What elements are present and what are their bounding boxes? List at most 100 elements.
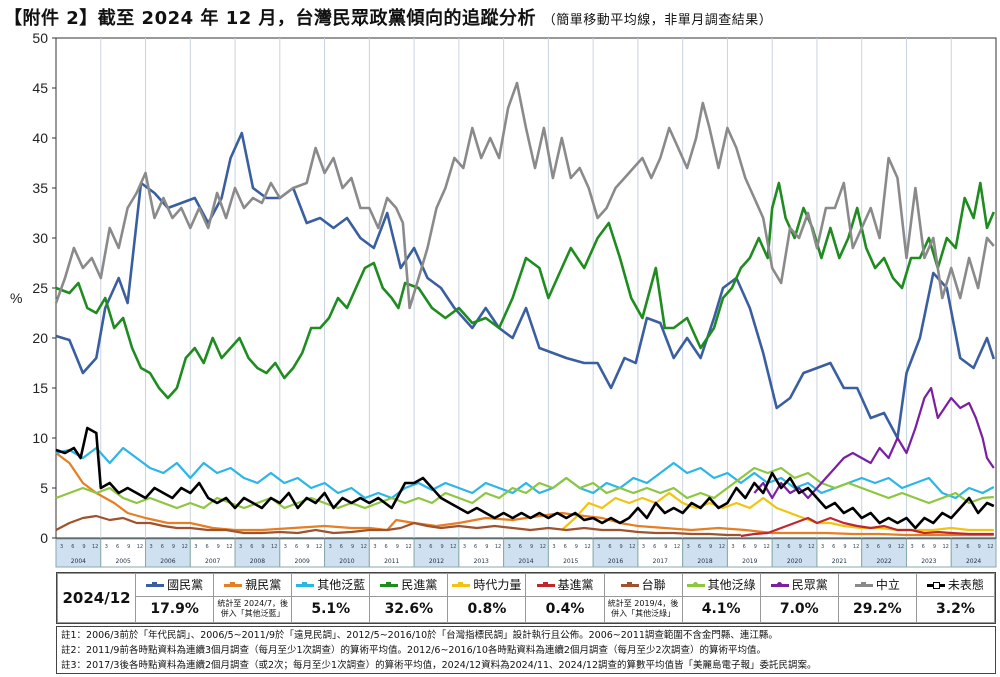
month-tick-label: 3 xyxy=(955,544,958,550)
month-tick-label: 12 xyxy=(719,544,725,550)
year-band xyxy=(682,538,728,568)
y-tick-label: 5 xyxy=(40,480,48,496)
legend-marker xyxy=(458,582,464,588)
year-label: 2005 xyxy=(116,558,131,565)
month-tick-label: 9 xyxy=(306,544,309,550)
month-tick-label: 12 xyxy=(808,544,814,550)
legend-value: 7.0% xyxy=(759,595,839,624)
month-tick-label: 9 xyxy=(754,544,757,550)
month-tick-label: 6 xyxy=(161,544,164,550)
legend-value: 29.2% xyxy=(837,595,917,624)
legend-series-name: 其他泛藍 xyxy=(317,578,366,593)
series-line-親民黨 xyxy=(55,452,994,537)
month-tick-label: 6 xyxy=(832,544,835,550)
legend-entry: 中立 xyxy=(837,573,917,597)
chart-title: 【附件 2】截至 2024 年 12 月，台灣民眾政黨傾向的追蹤分析 （簡單移動… xyxy=(4,4,996,34)
year-band xyxy=(637,538,684,568)
year-label: 2009 xyxy=(295,558,310,565)
y-tick-label: 35 xyxy=(32,180,48,196)
month-tick-label: 9 xyxy=(440,544,443,550)
year-label: 2015 xyxy=(563,558,578,565)
footnote-1: 註1：2006/3前於「年代民調」、2006/5~2011/9於「遠見民調」、2… xyxy=(61,630,778,641)
legend-table: 2024/12 國民黨 親民黨 其他泛藍 民進黨 時代力量 基進黨 台聯 其他泛綠 民眾黨 中立 未… xyxy=(56,572,996,624)
legend-swatch xyxy=(224,582,243,588)
month-tick-label: 6 xyxy=(698,544,701,550)
month-tick-label: 12 xyxy=(271,544,277,550)
month-tick-label: 9 xyxy=(82,544,85,550)
month-tick-label: 3 xyxy=(150,544,153,550)
month-tick-label: 12 xyxy=(450,544,456,550)
legend-swatch xyxy=(536,582,555,588)
legend-marker xyxy=(386,582,392,588)
legend-value: 17.9% xyxy=(135,595,215,624)
year-band xyxy=(950,538,997,568)
year-label: 2019 xyxy=(742,558,757,565)
month-tick-label: 9 xyxy=(172,544,175,550)
legend-series-name: 時代力量 xyxy=(473,578,522,593)
month-tick-label: 9 xyxy=(843,544,846,550)
month-tick-label: 9 xyxy=(620,544,623,550)
month-tick-label: 6 xyxy=(519,544,522,550)
legend-swatch xyxy=(146,582,165,588)
legend-marker xyxy=(626,582,632,588)
legend-marker xyxy=(692,582,698,588)
y-tick-label: 10 xyxy=(32,430,48,446)
year-label: 2011 xyxy=(384,558,399,565)
legend-value: 3.2% xyxy=(915,595,996,624)
year-label: 2022 xyxy=(876,558,891,565)
month-tick-label: 6 xyxy=(564,544,567,550)
month-tick-label: 12 xyxy=(942,544,948,550)
month-tick-label: 12 xyxy=(629,544,635,550)
month-tick-label: 12 xyxy=(405,544,411,550)
month-tick-label: 3 xyxy=(552,544,555,550)
month-tick-label: 6 xyxy=(71,544,74,550)
y-tick-label: 25 xyxy=(32,280,48,296)
year-band xyxy=(905,538,952,568)
year-label: 2004 xyxy=(71,558,86,565)
month-tick-label: 6 xyxy=(743,544,746,550)
legend-value: 32.6% xyxy=(369,595,449,624)
year-label: 2010 xyxy=(339,558,354,565)
month-tick-label: 12 xyxy=(853,544,859,550)
month-tick-label: 9 xyxy=(261,544,264,550)
month-tick-label: 6 xyxy=(474,544,477,550)
month-tick-label: 12 xyxy=(226,544,232,550)
month-tick-label: 12 xyxy=(92,544,98,550)
month-tick-label: 6 xyxy=(608,544,611,550)
footnote-3: 註3：2017/3後各時點資料為連續2個月調查（或2次；每月至少1次調查）的算術… xyxy=(61,660,817,671)
year-label: 2012 xyxy=(429,558,444,565)
month-tick-label: 9 xyxy=(485,544,488,550)
legend-series-name: 國民黨 xyxy=(167,578,204,593)
y-tick-label: 15 xyxy=(32,380,48,396)
month-tick-label: 9 xyxy=(351,544,354,550)
month-tick-label: 6 xyxy=(340,544,343,550)
month-tick-label: 6 xyxy=(877,544,880,550)
legend-entry: 其他泛藍 xyxy=(291,573,371,597)
month-tick-label: 12 xyxy=(540,544,546,550)
series-line-未表態 xyxy=(55,426,995,530)
series-line-民進黨 xyxy=(55,181,995,400)
month-tick-label: 9 xyxy=(888,544,891,550)
legend-series-name: 民進黨 xyxy=(401,578,438,593)
month-tick-label: 9 xyxy=(396,544,399,550)
legend-entry: 民進黨 xyxy=(369,573,449,597)
month-tick-label: 3 xyxy=(642,544,645,550)
month-tick-label: 3 xyxy=(194,544,197,550)
legend-marker xyxy=(230,582,236,588)
legend-entry: 未表態 xyxy=(915,573,996,597)
month-tick-label: 12 xyxy=(361,544,367,550)
legend-marker xyxy=(542,582,548,588)
legend-value: 4.1% xyxy=(681,595,761,624)
legend-note: 統計至 2019/4，後併入「其他泛綠」 xyxy=(603,595,683,624)
legend-entry: 其他泛綠 xyxy=(681,573,761,597)
year-band xyxy=(189,538,236,568)
year-band xyxy=(324,538,370,568)
month-tick-label: 12 xyxy=(898,544,904,550)
month-tick-label: 9 xyxy=(530,544,533,550)
legend-period: 2024/12 xyxy=(56,573,137,623)
month-tick-label: 6 xyxy=(429,544,432,550)
year-label: 2008 xyxy=(250,558,265,565)
month-tick-label: 9 xyxy=(217,544,220,550)
month-tick-label: 12 xyxy=(495,544,501,550)
month-tick-label: 12 xyxy=(987,544,993,550)
